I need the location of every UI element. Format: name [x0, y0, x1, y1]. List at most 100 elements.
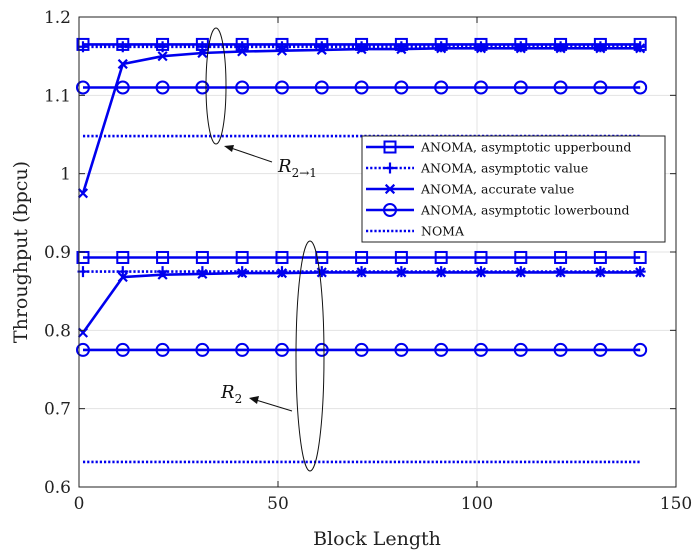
- legend-entry: ANOMA, asymptotic upperbound: [366, 140, 631, 155]
- annotation-sub-r21: 2→1: [292, 166, 317, 180]
- x-axis-title: Block Length: [313, 528, 441, 550]
- series-marker: [75, 342, 90, 357]
- annotation-ellipse-r2: [295, 240, 325, 472]
- series-group-1-3: [75, 342, 648, 357]
- annotation-arrow-r2: [255, 399, 293, 412]
- series-marker: [396, 267, 407, 278]
- series-marker: [117, 58, 128, 70]
- legend-entry: ANOMA, asymptotic value: [366, 161, 588, 176]
- series-marker: [274, 80, 289, 95]
- series-marker: [157, 269, 168, 280]
- series-marker: [436, 43, 447, 54]
- x-tick-label: 150: [660, 494, 692, 514]
- series-marker: [354, 80, 369, 95]
- annotation-arrowhead-r21: [224, 145, 234, 152]
- y-tick-label: 1: [60, 165, 71, 185]
- series-marker: [633, 250, 647, 264]
- annotations: R2→1 R2: [205, 27, 325, 472]
- series-marker: [157, 41, 169, 53]
- series-marker: [593, 342, 608, 357]
- series-marker: [115, 342, 130, 357]
- series-marker: [513, 342, 528, 357]
- legend-label: ANOMA, asymptotic value: [420, 161, 588, 176]
- series-marker: [355, 250, 369, 264]
- series-marker: [475, 43, 487, 54]
- series-marker: [555, 43, 566, 54]
- series-marker: [314, 342, 329, 357]
- legend-label: ANOMA, asymptotic upperbound: [420, 140, 631, 155]
- series-marker: [553, 342, 568, 357]
- series-marker: [555, 267, 566, 278]
- series-marker: [354, 342, 369, 357]
- annotation-label-r21: R2→1: [277, 156, 317, 180]
- series-marker: [513, 80, 528, 95]
- series-marker: [434, 250, 448, 264]
- series-marker: [316, 44, 327, 55]
- series-marker: [274, 342, 289, 357]
- y-tick-label: 1.1: [44, 86, 71, 106]
- series-marker: [157, 51, 168, 62]
- series-marker: [473, 342, 488, 357]
- y-tick-label: 0.7: [44, 400, 71, 420]
- legend-swatch-marker: [384, 183, 396, 195]
- series-marker: [276, 45, 288, 56]
- series-group-0-3: [75, 80, 648, 95]
- annotation-label-r2: R2: [220, 382, 242, 406]
- series-group-1-0: [76, 250, 647, 264]
- series-marker: [555, 41, 567, 53]
- series-marker: [594, 41, 606, 53]
- series-marker: [515, 267, 526, 278]
- legend: ANOMA, asymptotic upperbound ANOMA, asymp…: [361, 135, 666, 243]
- y-tick-label: 0.9: [44, 243, 71, 263]
- series-marker: [195, 80, 210, 95]
- series-marker: [197, 47, 208, 59]
- series-marker: [394, 80, 409, 95]
- series-marker: [635, 43, 646, 54]
- legend-swatch-marker: [383, 203, 397, 217]
- series-marker: [237, 268, 248, 279]
- legend-entry: ANOMA, asymptotic lowerbound: [366, 203, 630, 218]
- series-marker: [155, 80, 170, 95]
- series-layer: [75, 37, 648, 464]
- legend-label: NOMA: [421, 224, 465, 239]
- y-tick-label: 1.2: [44, 8, 71, 28]
- annotation-main-r21: R: [277, 156, 292, 177]
- series-marker: [356, 267, 367, 278]
- series-marker: [356, 44, 367, 55]
- series-marker: [396, 44, 407, 55]
- series-marker: [155, 342, 170, 357]
- series-marker: [315, 250, 329, 264]
- annotation-arrowhead-r2: [249, 396, 259, 404]
- series-marker: [595, 43, 606, 54]
- annotation-main-r2: R: [220, 382, 235, 403]
- series-marker: [434, 80, 449, 95]
- series-marker: [236, 266, 248, 278]
- series-marker: [593, 250, 607, 264]
- series-marker: [514, 250, 528, 264]
- series-marker: [394, 342, 409, 357]
- x-tick-label: 0: [74, 494, 85, 514]
- series-marker: [515, 41, 527, 53]
- series-marker: [275, 250, 289, 264]
- series-marker: [276, 266, 288, 278]
- series-marker: [235, 342, 250, 357]
- legend-swatch-marker: [383, 140, 397, 154]
- series-marker: [77, 327, 89, 338]
- series-marker: [553, 80, 568, 95]
- series-marker: [633, 80, 648, 95]
- series-marker: [117, 41, 129, 53]
- y-tick-label: 0.6: [44, 478, 71, 498]
- legend-label: ANOMA, accurate value: [420, 182, 574, 197]
- annotation-arrow-r21: [230, 147, 273, 163]
- series-marker: [434, 342, 449, 357]
- x-tick-label: 100: [461, 494, 493, 514]
- series-group-1-2: [77, 267, 646, 338]
- series-marker: [117, 271, 128, 283]
- legend-swatch-marker: [384, 162, 396, 174]
- series-marker: [115, 80, 130, 95]
- series-marker: [196, 41, 208, 53]
- series-marker: [156, 250, 170, 264]
- legend-entry: ANOMA, accurate value: [366, 182, 574, 197]
- series-marker: [475, 267, 487, 278]
